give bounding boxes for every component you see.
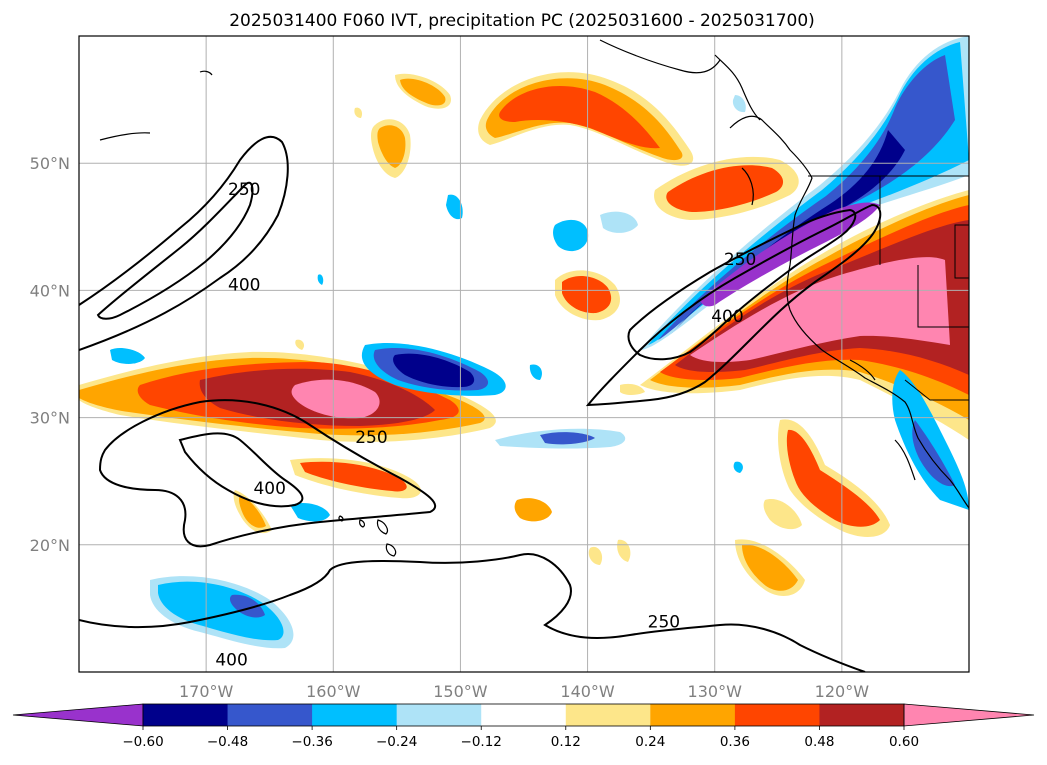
lon-tick-label: 130°W: [688, 682, 743, 701]
map-area: 250 400 250 400 250 400 250 400: [78, 35, 970, 673]
colorbar-segment: [734, 704, 820, 726]
colorbar-tick-label: 0.36: [720, 734, 750, 750]
map-frame: [78, 35, 970, 673]
colorbar-tick-label: −0.12: [461, 734, 502, 750]
colorbar: −0.60 −0.48 −0.36 −0.24 −0.12 0.12 0.24 0.36 0.4…: [12, 703, 1035, 750]
colorbar-segment: [143, 704, 229, 726]
contour-label: 250: [228, 180, 260, 200]
coastlines: [99, 39, 969, 557]
longitude-tick-labels: 170°W 160°W 150°W 140°W 130°W 120°W: [179, 682, 869, 701]
lat-tick-label: 20°N: [30, 536, 70, 555]
contour-label: 400: [253, 479, 285, 499]
contour-label: 250: [724, 250, 756, 270]
colorbar-segment: [396, 704, 482, 726]
chart-title: 2025031400 F060 IVT, precipitation PC (2…: [229, 11, 815, 31]
colorbar-tick-label: −0.36: [291, 734, 332, 750]
colorbar-segment: [312, 704, 398, 726]
colorbar-segment: [650, 704, 736, 726]
colorbar-tick-label: 0.12: [551, 734, 581, 750]
colorbar-extend-max: [903, 703, 1035, 727]
colorbar-tick-label: −0.60: [122, 734, 163, 750]
lon-tick-label: 140°W: [560, 682, 615, 701]
latitude-tick-labels: 20°N 30°N 40°N 50°N: [30, 154, 70, 555]
lon-tick-label: 120°W: [815, 682, 870, 701]
contour-label: 250: [355, 428, 387, 448]
lat-tick-label: 40°N: [30, 281, 70, 300]
contour-label: 400: [711, 307, 743, 327]
colorbar-segment: [481, 704, 567, 726]
lon-tick-label: 150°W: [433, 682, 488, 701]
contour-label: 250: [648, 612, 680, 632]
colorbar-tick-label: −0.48: [207, 734, 248, 750]
graticule: [79, 36, 969, 672]
colorbar-tick-label: 0.24: [635, 734, 665, 750]
colorbar-extend-min: [12, 703, 144, 727]
lat-tick-label: 50°N: [30, 154, 70, 173]
colorbar-tick-label: 0.48: [804, 734, 834, 750]
colorbar-segment: [565, 704, 651, 726]
precipitation-pc-shading: [79, 36, 969, 649]
colorbar-segment: [227, 704, 313, 726]
ivt-contours: [79, 135, 882, 672]
contour-labels: 250 400 250 400 250 400 250 400: [215, 180, 756, 671]
colorbar-frame: [142, 703, 905, 727]
lat-tick-label: 30°N: [30, 409, 70, 428]
lon-tick-label: 160°W: [306, 682, 361, 701]
contour-label: 400: [215, 651, 247, 671]
colorbar-tick-label: −0.24: [376, 734, 417, 750]
contour-label: 400: [228, 275, 260, 295]
political-borders: [808, 175, 969, 401]
colorbar-segment: [819, 704, 905, 726]
colorbar-tick-label: 0.60: [889, 734, 919, 750]
lon-tick-label: 170°W: [179, 682, 234, 701]
